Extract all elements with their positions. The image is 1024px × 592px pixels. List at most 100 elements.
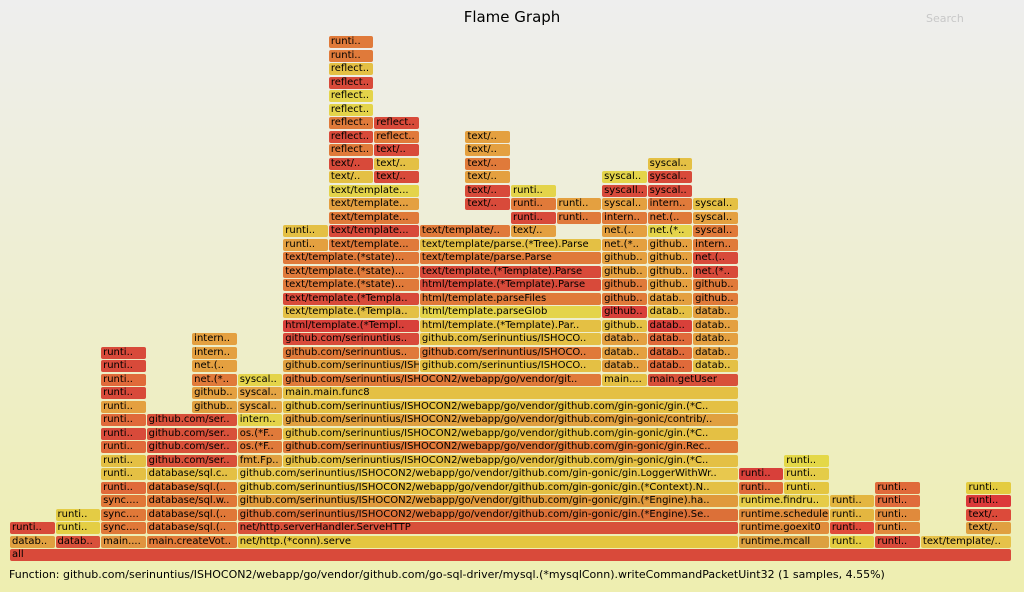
flame-frame[interactable]: datab.. [693,360,738,372]
flame-frame[interactable]: text/template... [328,198,419,210]
flame-frame[interactable]: net.(.. [693,252,738,264]
flame-frame[interactable]: github.com/serinuntius/ISHOCON2/webapp/g… [283,441,738,453]
flame-frame[interactable]: runti.. [875,508,920,521]
flame-frame[interactable]: intern.. [192,333,237,345]
flame-frame[interactable]: intern.. [647,198,693,210]
flame-frame[interactable]: main.createVot.. [146,535,237,548]
flame-frame[interactable]: datab.. [55,535,101,548]
flame-frame[interactable]: github.. [647,265,693,278]
flame-frame[interactable]: runti.. [556,211,602,224]
flame-frame[interactable]: database/sql.w.. [146,495,237,507]
flame-frame[interactable]: runti.. [829,495,875,507]
flame-frame[interactable]: datab.. [647,360,693,372]
flame-frame[interactable]: text/template.(*Templa.. [283,306,419,318]
flame-frame[interactable]: github.com/serinuntius/ISHOCO.. [419,360,602,372]
flame-frame[interactable]: text/.. [465,130,510,143]
flame-frame[interactable]: runti.. [738,481,784,494]
flame-frame[interactable]: datab.. [647,306,693,318]
flame-frame[interactable]: github.com/ser.. [146,414,237,426]
flame-frame[interactable]: runti.. [283,225,328,237]
flame-frame[interactable]: net/http.serverHandler.ServeHTTP [237,522,738,534]
flame-frame[interactable]: runti.. [10,522,55,534]
flame-frame[interactable]: net/http.(*conn).serve [237,535,738,548]
flame-frame[interactable]: all [10,549,1011,561]
flame-frame[interactable]: github.com/ser.. [146,454,237,467]
flame-frame[interactable]: runti.. [283,238,328,251]
flame-frame[interactable]: runti.. [101,400,146,413]
flame-frame[interactable]: text/template.(*Templa.. [283,292,419,305]
flame-frame[interactable]: main.... [101,535,146,548]
flame-frame[interactable]: html/template.parseFiles [419,292,602,305]
flame-frame[interactable]: runti.. [738,468,784,480]
flame-frame[interactable]: text/.. [465,171,510,183]
flame-frame[interactable]: text/.. [374,171,419,183]
flame-frame[interactable]: text/template/parse.(*Tree).Parse [419,238,602,251]
flame-frame[interactable]: runti.. [101,387,146,399]
flame-frame[interactable]: text/template/.. [419,225,510,237]
flame-frame[interactable]: text/.. [374,157,419,170]
flame-frame[interactable]: github.com/serinuntius/ISHOCON2/webapp/g… [283,360,419,372]
flame-frame[interactable]: reflect.. [328,90,374,102]
flame-frame[interactable]: runti.. [511,184,556,197]
flame-frame[interactable]: reflect.. [328,63,374,75]
flame-frame[interactable]: runti.. [511,211,556,224]
flame-frame[interactable]: text/.. [465,184,510,197]
flame-frame[interactable]: reflect.. [328,130,374,143]
flame-frame[interactable]: runtime.mcall [738,535,829,548]
flame-frame[interactable]: text/template... [328,211,419,224]
flame-frame[interactable]: datab.. [693,319,738,332]
flame-frame[interactable]: datab.. [647,319,693,332]
flame-frame[interactable]: github.com/serinuntius.. [283,333,419,345]
flame-frame[interactable]: github.com/serinuntius/ISHOCON2/webapp/g… [237,495,738,507]
flame-frame[interactable]: reflect.. [328,76,374,89]
flame-frame[interactable]: text/template... [328,238,419,251]
flame-frame[interactable]: datab.. [602,333,647,345]
flame-frame[interactable]: runtime.schedule [738,508,829,521]
flame-frame[interactable]: net.(*.. [647,225,693,237]
flame-frame[interactable]: html/template.(*Template).Par.. [419,319,602,332]
flame-frame[interactable]: database/sql.c.. [146,468,237,480]
flame-frame[interactable]: datab.. [602,346,647,359]
flame-frame[interactable]: runtime.goexit0 [738,522,829,534]
flame-frame[interactable]: runti.. [875,481,920,494]
flame-frame[interactable]: github.com/ser.. [146,427,237,440]
flame-frame[interactable]: runti.. [875,495,920,507]
flame-frame[interactable]: runti.. [829,522,875,534]
flame-frame[interactable]: runti.. [829,508,875,521]
flame-frame[interactable]: github.. [192,387,237,399]
flame-frame[interactable]: sync.... [101,495,146,507]
flame-frame[interactable]: github.com/serinuntius/ISHOCON2/webapp/g… [283,454,738,467]
flame-frame[interactable]: github.com/ser.. [146,441,237,453]
flame-frame[interactable]: syscall.. [602,184,647,197]
flame-frame[interactable]: net.(*.. [602,238,647,251]
flame-frame[interactable]: syscal.. [602,198,647,210]
flame-frame[interactable]: runti.. [55,522,101,534]
flame-frame[interactable]: os.(*F.. [237,441,283,453]
flame-frame[interactable]: runti.. [101,346,146,359]
flame-frame[interactable]: github.. [647,238,693,251]
flame-frame[interactable]: syscal.. [602,171,647,183]
flame-frame[interactable]: runti.. [875,535,920,548]
flame-frame[interactable]: text/.. [328,157,374,170]
flame-frame[interactable]: datab.. [693,306,738,318]
flame-frame[interactable]: text/.. [465,198,510,210]
flame-frame[interactable]: net.(*.. [693,265,738,278]
flame-frame[interactable]: html/template.(*Template).Parse [419,279,602,291]
flame-frame[interactable]: text/.. [966,508,1011,521]
flame-frame[interactable]: text/template/.. [920,535,1011,548]
flame-frame[interactable]: syscal.. [693,225,738,237]
flame-frame[interactable]: net.(.. [647,211,693,224]
flame-frame[interactable]: syscal.. [647,184,693,197]
flame-frame[interactable]: github.. [693,279,738,291]
flame-frame[interactable]: github.com/serinuntius/ISHOCON2/webapp/g… [283,373,602,386]
flame-frame[interactable]: intern.. [192,346,237,359]
flame-frame[interactable]: runti.. [556,198,602,210]
flame-frame[interactable]: syscal.. [237,387,283,399]
flame-frame[interactable]: github.. [647,252,693,264]
flame-frame[interactable]: main.getUser [647,373,738,386]
flame-frame[interactable]: os.(*F.. [237,427,283,440]
flame-frame[interactable]: intern.. [693,238,738,251]
flame-frame[interactable]: github.com/serinuntius/ISHOCON2/webapp/g… [283,427,738,440]
flame-frame[interactable]: github.com/serinuntius/ISHOCON2/webapp/g… [237,481,738,494]
flame-frame[interactable]: runti.. [101,373,146,386]
